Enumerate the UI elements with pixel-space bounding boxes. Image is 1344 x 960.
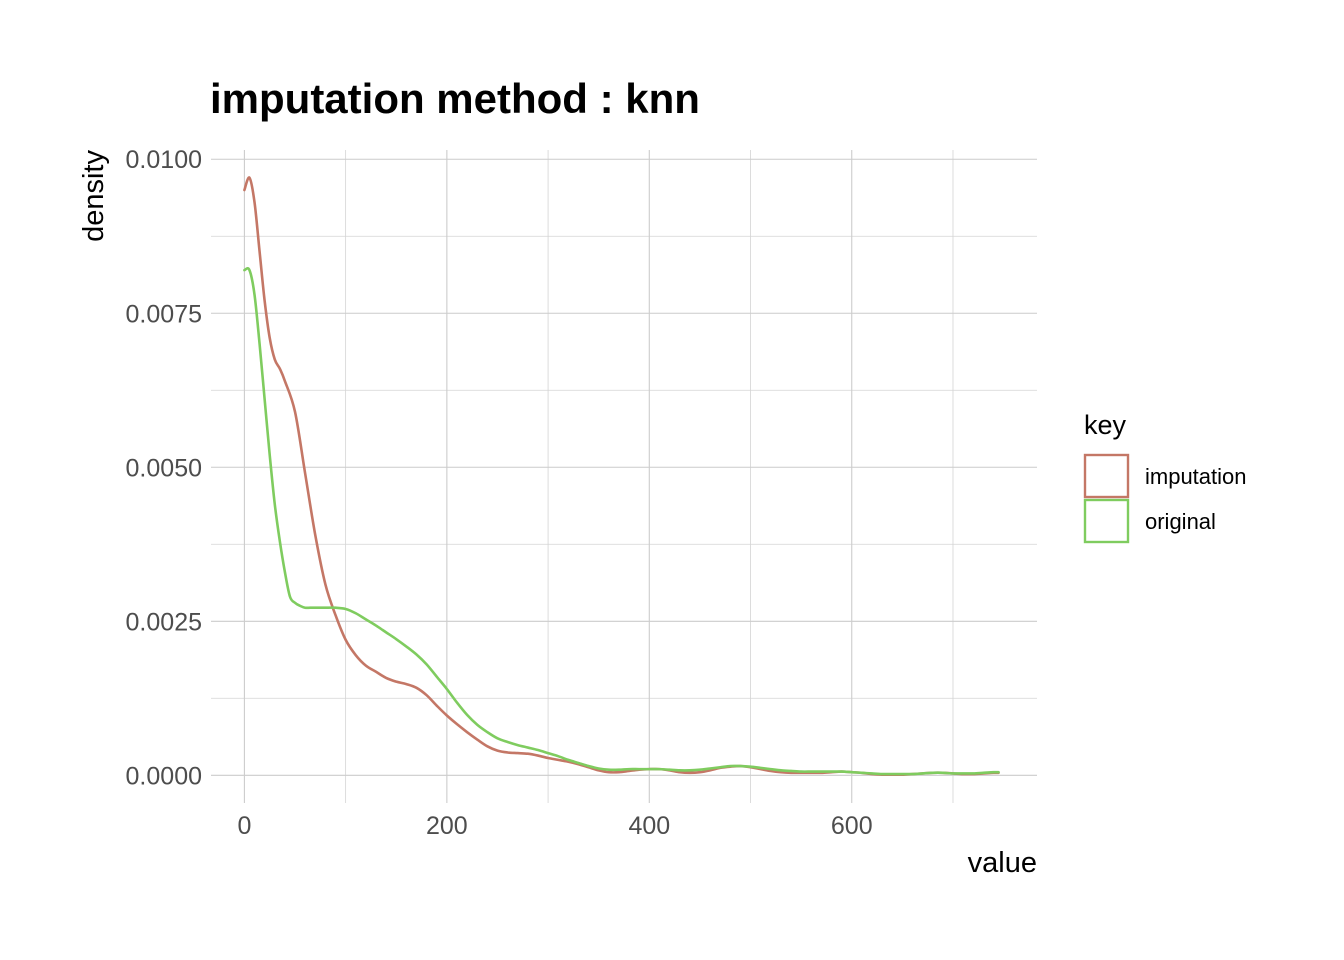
legend-key-original <box>1083 498 1130 544</box>
x-tick-label: 600 <box>831 812 873 840</box>
legend-key-imputation <box>1083 453 1130 499</box>
y-tick-label: 0.0100 <box>126 146 202 174</box>
y-tick-label: 0.0075 <box>126 300 202 328</box>
legend-items: imputation original <box>1083 453 1247 544</box>
legend-title: key <box>1084 410 1127 440</box>
series-line-imputation <box>243 176 1000 777</box>
legend-label-original: original <box>1145 509 1216 534</box>
major-gridlines <box>211 150 1037 803</box>
y-tick-label: 0.0000 <box>126 762 202 790</box>
x-tick-label: 0 <box>237 812 251 840</box>
x-tick-label: 400 <box>628 812 670 840</box>
legend: key imputation original <box>1083 410 1247 544</box>
x-axis-tick-labels: 0 200 400 600 <box>237 812 872 840</box>
series-line-original <box>243 267 1000 776</box>
chart-title: imputation method : knn <box>210 75 700 122</box>
series-lines <box>243 176 1000 777</box>
minor-gridlines <box>211 150 1037 803</box>
y-tick-label: 0.0025 <box>126 608 202 636</box>
y-tick-label: 0.0050 <box>126 454 202 482</box>
legend-label-imputation: imputation <box>1145 464 1247 489</box>
y-axis-title: density <box>78 150 110 242</box>
x-axis-title: value <box>968 847 1037 879</box>
y-axis-tick-labels: 0.0000 0.0025 0.0050 0.0075 0.0100 <box>126 146 202 790</box>
x-tick-label: 200 <box>426 812 468 840</box>
